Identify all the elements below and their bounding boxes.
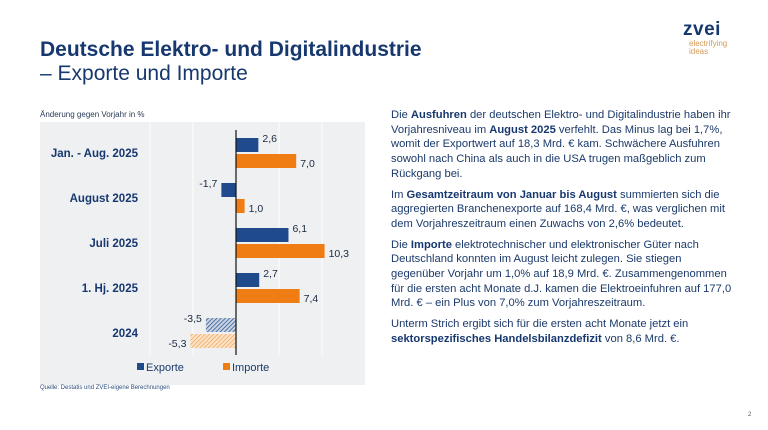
bar-importe: [236, 244, 325, 258]
bar-exporte: [236, 228, 289, 242]
slide-title: Deutsche Elektro- und Digitalindustrie –…: [40, 38, 422, 86]
legend-swatch-importe: [223, 363, 230, 370]
bar-importe: [236, 154, 297, 168]
category-label: Jan. - Aug. 2025: [51, 148, 139, 160]
paragraph-exports-total: Im Gesamtzeitraum von Januar bis August …: [391, 188, 736, 232]
body-text-run: der deutschen Elektro- und Digitalindust…: [391, 109, 731, 136]
value-label: 2,6: [262, 133, 277, 145]
value-label: 10,3: [329, 248, 350, 260]
body-text-run: Unterm Strich ergibt sich für die ersten…: [391, 318, 689, 331]
chart-axis-label: Änderung gegen Vorjahr in %: [40, 110, 145, 119]
value-label: -1,7: [199, 178, 217, 190]
paragraph-exports-august: Die Ausfuhren der deutschen Elektro- und…: [391, 108, 736, 182]
legend: Exporte Importe: [137, 362, 269, 374]
bar-exporte: [205, 318, 236, 332]
bar-exporte: [236, 138, 259, 152]
value-label: 6,1: [292, 223, 307, 235]
legend-swatch-exporte: [137, 363, 144, 370]
emphasis-text: Importe: [410, 238, 452, 251]
legend-label-exporte: Exporte: [146, 362, 184, 374]
category-label: August 2025: [70, 193, 139, 205]
legend-label-importe: Importe: [232, 362, 269, 374]
title-line-2: – Exporte und Importe: [40, 62, 248, 85]
body-text-run: summierten sich die aggregierten Branche…: [391, 188, 725, 230]
title-line-1: Deutsche Elektro- und Digitalindustrie: [40, 38, 422, 61]
bar-importe: [236, 289, 300, 303]
emphasis-text: August 2025: [489, 123, 556, 136]
body-text-run: von 8,6 Mrd. €.: [601, 332, 680, 345]
value-label: 2,7: [263, 268, 278, 280]
body-text-run: elektrotechnischer und elektronischer Gü…: [391, 238, 732, 310]
category-label: 1. Hj. 2025: [82, 283, 139, 295]
logo-tagline-1: electrifying: [689, 39, 728, 48]
emphasis-text: Ausfuhren: [410, 109, 467, 121]
zvei-logo: zvei electrifying ideas: [683, 20, 727, 56]
category-label: 2024: [112, 328, 138, 340]
value-label: -5,3: [168, 338, 186, 350]
value-label: 7,0: [300, 158, 315, 170]
emphasis-text: Gesamtzeitraum von Januar bis August: [406, 188, 617, 201]
bar-importe: [236, 199, 245, 213]
logo-tagline-2: ideas: [689, 47, 709, 56]
body-text-run: Im: [391, 188, 407, 201]
bar-exporte: [236, 273, 260, 287]
chart-source: Quelle: Destatis und ZVEI-eigene Berechn…: [40, 385, 170, 391]
body-text-run: Die: [391, 238, 411, 251]
value-label: 1,0: [249, 203, 264, 215]
body-text-run: verfehlt. Das Minus lag bei 1,7%, womit …: [391, 123, 723, 180]
body-text: Die Ausfuhren der deutschen Elektro- und…: [391, 108, 736, 353]
bar-exporte: [221, 183, 236, 197]
body-text-run: Die: [391, 109, 411, 121]
paragraph-imports: Die Importe elektrotechnischer und elekt…: [391, 238, 736, 312]
logo-wordmark: zvei: [683, 19, 721, 40]
emphasis-text: sektorspezifisches Handelsbilanzdefizit: [391, 332, 602, 345]
paragraph-trade-balance: Unterm Strich ergibt sich für die ersten…: [391, 317, 736, 346]
value-label: 7,4: [304, 293, 319, 305]
category-label: Juli 2025: [89, 238, 138, 250]
bar-importe: [190, 334, 236, 348]
page-number: 2: [748, 412, 752, 418]
value-label: -3,5: [184, 313, 202, 325]
